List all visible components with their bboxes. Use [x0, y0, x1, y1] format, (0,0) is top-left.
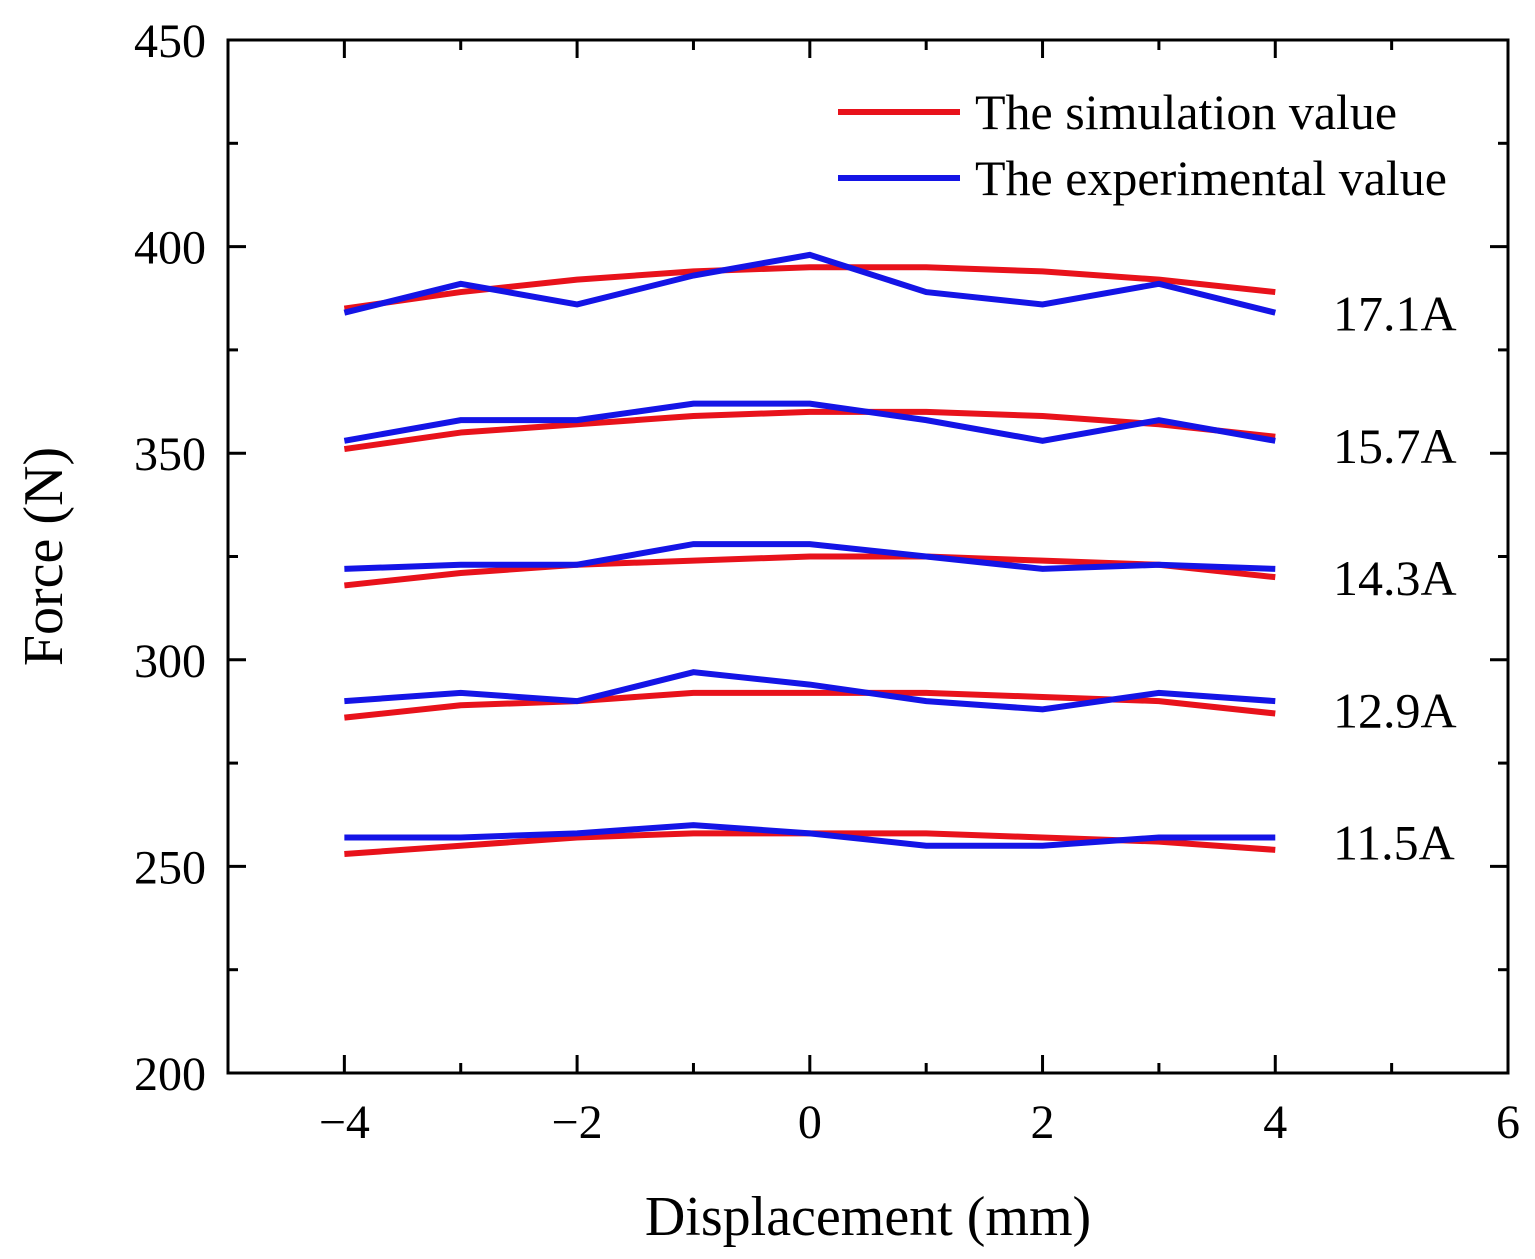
x-tick-label: 4 — [1263, 1096, 1287, 1149]
x-axis-title: Displacement (mm) — [645, 1186, 1091, 1248]
series-simulation-14-3a — [344, 553, 1276, 589]
x-tick-label: −2 — [552, 1096, 603, 1149]
y-tick-label: 250 — [134, 841, 206, 894]
y-tick-label: 450 — [134, 15, 206, 68]
y-tick-label: 350 — [134, 428, 206, 481]
y-tick-label: 300 — [134, 635, 206, 688]
legend-label-experimental: The experimental value — [975, 150, 1447, 206]
curve-label: 11.5A — [1333, 815, 1455, 871]
curve-labels: 17.1A 15.7A 14.3A 12.9A 11.5A — [1333, 286, 1457, 871]
y-axis-title: Force (N) — [13, 447, 75, 666]
series-simulation-15-7a — [343, 408, 1276, 453]
curve-label: 12.9A — [1333, 682, 1457, 738]
legend: The simulation value The experimental va… — [838, 84, 1447, 206]
x-tick-label: 0 — [798, 1096, 822, 1149]
series-experimental-12-9a — [344, 669, 1276, 713]
legend-label-simulation: The simulation value — [975, 84, 1397, 140]
x-tick-label: 2 — [1031, 1096, 1055, 1149]
x-tick-label: 6 — [1496, 1096, 1520, 1149]
curve-label: 17.1A — [1333, 286, 1457, 342]
series-experimental-17-1a — [343, 251, 1276, 316]
plot-area: −4 −2 0 2 4 6 200 250 300 350 400 450 — [134, 15, 1520, 1149]
x-tick-label: −4 — [319, 1096, 370, 1149]
y-tick-label: 400 — [134, 222, 206, 275]
series-experimental-11-5a — [344, 822, 1276, 849]
series-experimental-15-7a — [343, 400, 1276, 444]
series-experimental-14-3a — [344, 541, 1276, 572]
curve-label: 15.7A — [1333, 418, 1457, 474]
curve-label: 14.3A — [1333, 550, 1457, 606]
y-tick-label: 200 — [134, 1048, 206, 1101]
series-layer — [343, 251, 1276, 857]
